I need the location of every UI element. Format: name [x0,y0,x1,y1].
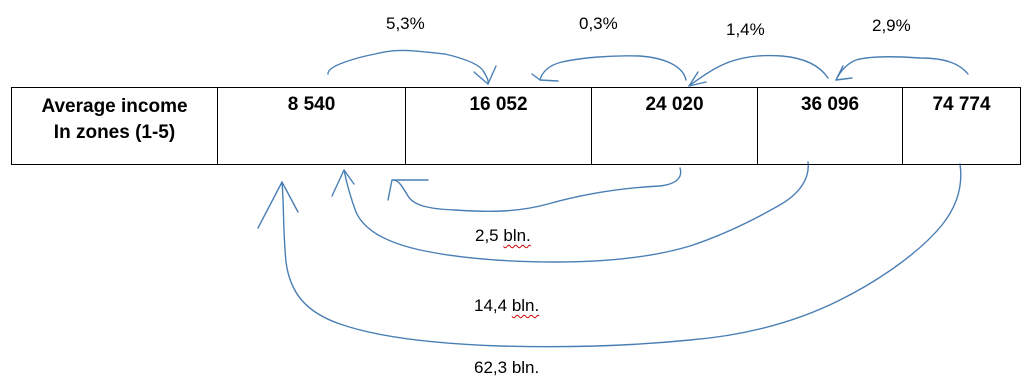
arrow-top-zone1-to-zone2 [327,49,489,85]
zone-2-income: 16 052 [405,87,592,165]
unit-zone5: bln. [511,358,540,377]
amount-zone4: 14,4 [474,296,508,315]
arrowhead-bottom-zone1-a [387,179,429,201]
bottom-transfer-label-zone3: 2,5 bln. [475,226,531,246]
arrow-bottom-zone5-to-zone1 [281,163,962,348]
arrowhead-top-zone3 [688,71,707,87]
arrowhead-top-zone4 [835,65,853,81]
arrow-top-zone4-to-zone3 [688,54,829,87]
zone-4-income: 36 096 [757,87,903,165]
amount-zone3: 2,5 [475,226,499,245]
arrowhead-top-zone2 [473,65,497,85]
row-header-line-1: Average income [41,96,188,117]
income-row: Average income In zones (1-5) 8 540 16 0… [11,87,1021,165]
unit-zone3: bln. [503,226,531,245]
bottom-transfer-label-zone5: 62,3 bln. [474,358,539,378]
bottom-transfer-label-zone4: 14,4 bln. [474,296,539,316]
arrow-top-zone5-to-zone4 [835,55,969,81]
row-header-line-2: In zones (1-5) [53,122,176,143]
arrow-bottom-zone3-to-zone1 [393,167,682,213]
top-transfer-label-2: 0,3% [579,14,618,33]
arrowhead-top-zone2-b [531,73,559,82]
unit-zone4: bln. [511,296,540,315]
row-header: Average income In zones (1-5) [11,87,218,165]
top-transfer-label-1: 5,3% [386,14,425,33]
arrowhead-bottom-zone1-c [257,181,299,229]
arrow-bottom-zone4-to-zone1 [343,161,809,263]
zone-5-income: 74 774 [902,87,1021,165]
arrow-top-zone3-to-zone2 [539,55,687,81]
income-table: Average income In zones (1-5) 8 540 16 0… [11,87,1021,165]
zone-1-income: 8 540 [217,87,406,165]
top-transfer-label-4: 2,9% [872,16,911,35]
top-transfer-label-3: 1,4% [726,20,765,39]
arrowhead-bottom-zone1-b [331,169,355,197]
amount-zone5: 62,3 [474,358,508,377]
zone-3-income: 24 020 [591,87,758,165]
